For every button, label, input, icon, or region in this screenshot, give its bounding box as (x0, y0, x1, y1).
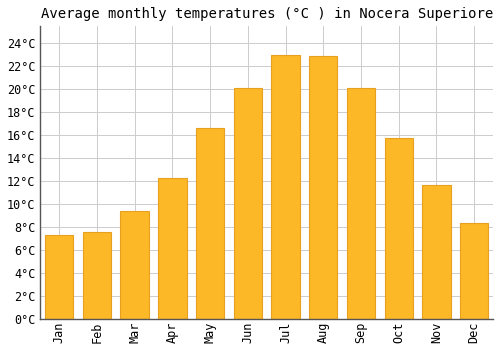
Bar (234, 88, 262, 319)
Bar (272, 55, 299, 319)
Bar (120, 211, 149, 319)
Bar (196, 128, 224, 319)
Bar (460, 223, 488, 319)
Bar (384, 138, 413, 319)
Title: Average monthly temperatures (°C ) in Nocera Superiore: Average monthly temperatures (°C ) in No… (40, 7, 493, 21)
Bar (45, 235, 74, 319)
Bar (83, 232, 111, 319)
Bar (158, 178, 186, 319)
Bar (309, 56, 338, 319)
Bar (347, 88, 375, 319)
Bar (422, 185, 450, 319)
